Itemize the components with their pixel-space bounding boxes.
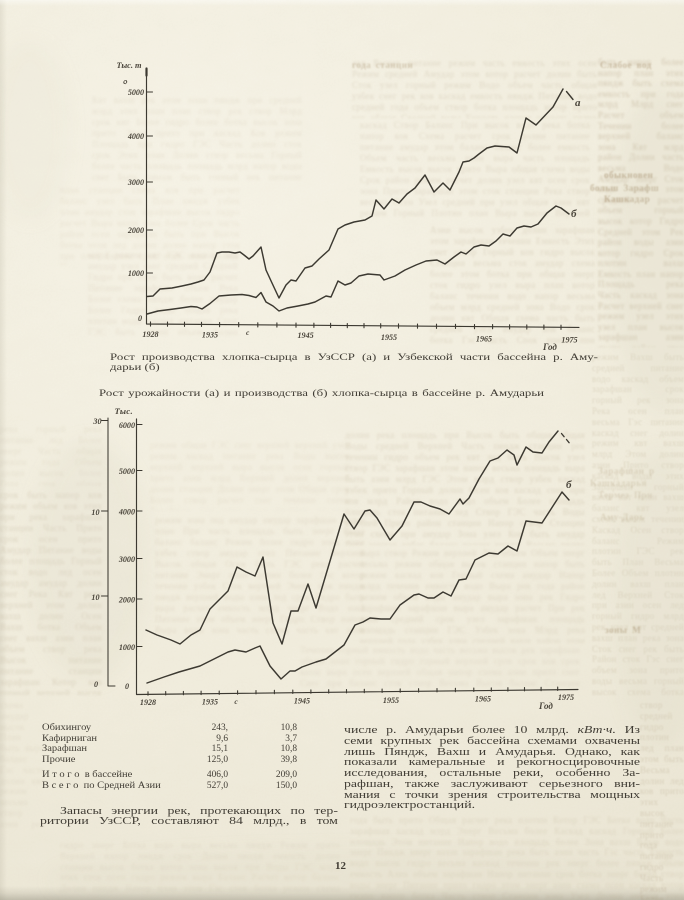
svg-text:Тыс. т: Тыс. т [117, 61, 143, 70]
svg-text:10: 10 [91, 508, 99, 517]
svg-text:2000: 2000 [118, 596, 135, 605]
svg-text:1945: 1945 [294, 697, 310, 706]
svg-text:0: 0 [94, 680, 98, 689]
svg-text:Тыс.: Тыс. [115, 406, 133, 416]
svg-text:б: б [566, 479, 572, 491]
svg-text:Год: Год [542, 342, 557, 352]
svg-text:1975: 1975 [558, 693, 574, 702]
svg-text:1935: 1935 [202, 698, 218, 707]
svg-text:1000: 1000 [128, 269, 144, 278]
svg-text:с: с [234, 697, 238, 706]
svg-text:1955: 1955 [383, 696, 399, 705]
svg-text:0: 0 [125, 682, 129, 691]
svg-text:6000: 6000 [119, 421, 135, 430]
svg-text:Год: Год [538, 701, 553, 711]
svg-text:1928: 1928 [142, 330, 158, 339]
svg-text:1955: 1955 [381, 333, 397, 342]
svg-text:1000: 1000 [119, 643, 135, 652]
svg-text:2000: 2000 [127, 226, 144, 235]
svg-text:ѻ: ѻ [122, 76, 130, 86]
svg-text:5000: 5000 [128, 88, 144, 97]
svg-text:5000: 5000 [119, 467, 135, 476]
svg-text:1935: 1935 [202, 331, 218, 340]
svg-text:1975: 1975 [561, 336, 577, 345]
svg-text:1928: 1928 [140, 698, 156, 707]
svg-text:с: с [246, 328, 250, 337]
svg-text:3000: 3000 [127, 178, 144, 187]
svg-text:а: а [575, 97, 581, 109]
svg-text:0: 0 [138, 314, 142, 323]
svg-text:1945: 1945 [298, 331, 314, 340]
svg-text:4000: 4000 [118, 508, 135, 517]
svg-text:30: 30 [92, 417, 101, 426]
svg-text:1965: 1965 [476, 335, 492, 344]
svg-text:1965: 1965 [475, 695, 491, 704]
svg-text:б: б [571, 208, 577, 220]
svg-text:3000: 3000 [118, 555, 135, 564]
svg-text:10: 10 [91, 593, 99, 602]
svg-text:4000: 4000 [127, 132, 144, 141]
